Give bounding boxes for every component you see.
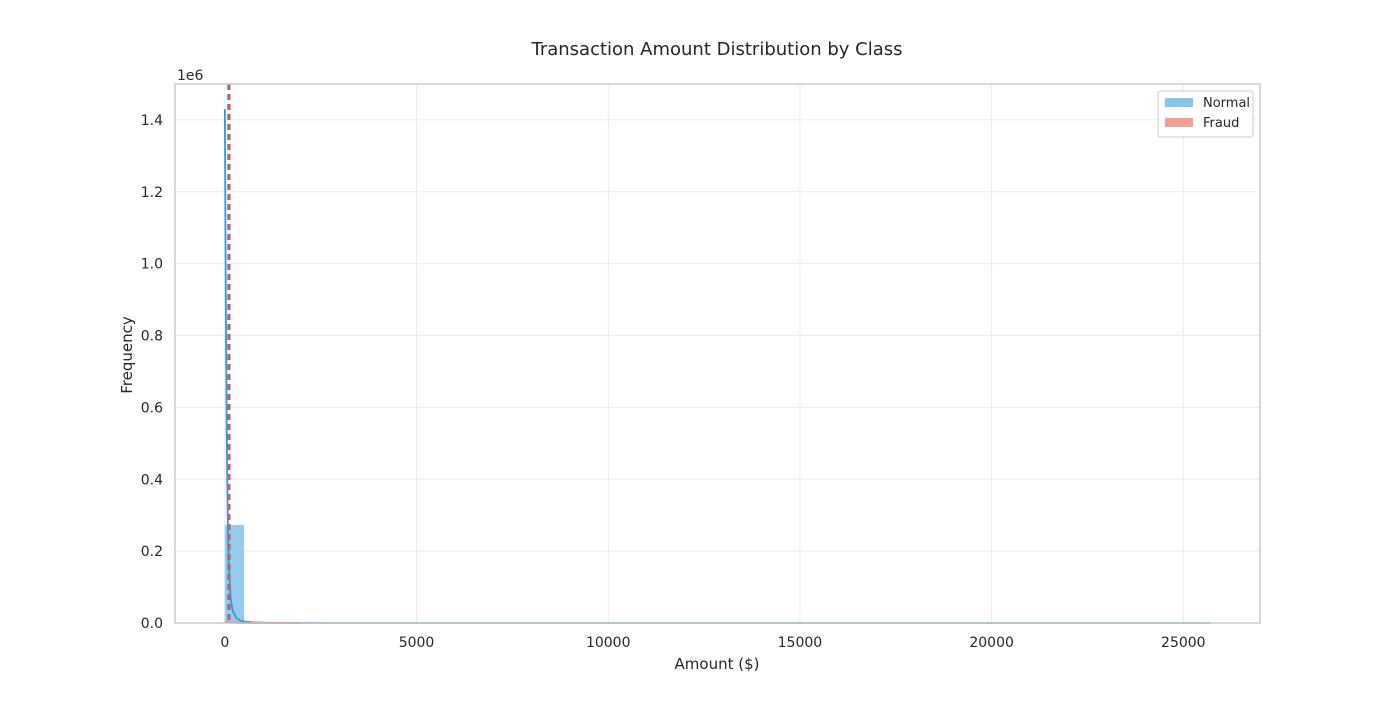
x-axis-label: Amount ($) [675, 655, 760, 673]
x-tick-label: 20000 [969, 635, 1014, 651]
y-tick-label: 0.6 [141, 400, 163, 416]
y-axis-ticks: 0.0 0.2 0.4 0.6 0.8 1.0 1.2 1.4 [141, 113, 163, 632]
x-tick-label: 0 [220, 635, 229, 651]
y-tick-label: 1.4 [141, 113, 163, 129]
y-tick-label: 1.2 [141, 185, 163, 201]
y-tick-label: 0.2 [141, 544, 163, 560]
x-tick-label: 15000 [778, 635, 823, 651]
legend-label-fraud: Fraud [1203, 116, 1239, 131]
histogram-bins [225, 525, 340, 623]
x-tick-label: 25000 [1161, 635, 1206, 651]
y-tick-label: 0.0 [141, 616, 163, 632]
x-axis-ticks: 0 5000 10000 15000 20000 25000 [220, 635, 1205, 651]
grid [175, 84, 1260, 623]
x-tick-label: 10000 [586, 635, 631, 651]
y-tick-label: 0.4 [141, 472, 163, 488]
legend-swatch-normal [1165, 98, 1193, 107]
legend-swatch-fraud [1165, 118, 1193, 127]
y-tick-label: 1.0 [141, 257, 163, 273]
legend-label-normal: Normal [1203, 96, 1250, 111]
y-offset-label: 1e6 [177, 68, 204, 84]
chart-title: Transaction Amount Distribution by Class [530, 39, 902, 60]
kde-curves [225, 109, 1210, 623]
x-tick-label: 5000 [399, 635, 435, 651]
y-axis-label: Frequency [118, 316, 136, 394]
kde-line-normal [225, 109, 1210, 623]
legend: Normal Fraud [1158, 91, 1253, 137]
plot-frame [175, 84, 1260, 623]
y-tick-label: 0.8 [141, 329, 163, 345]
